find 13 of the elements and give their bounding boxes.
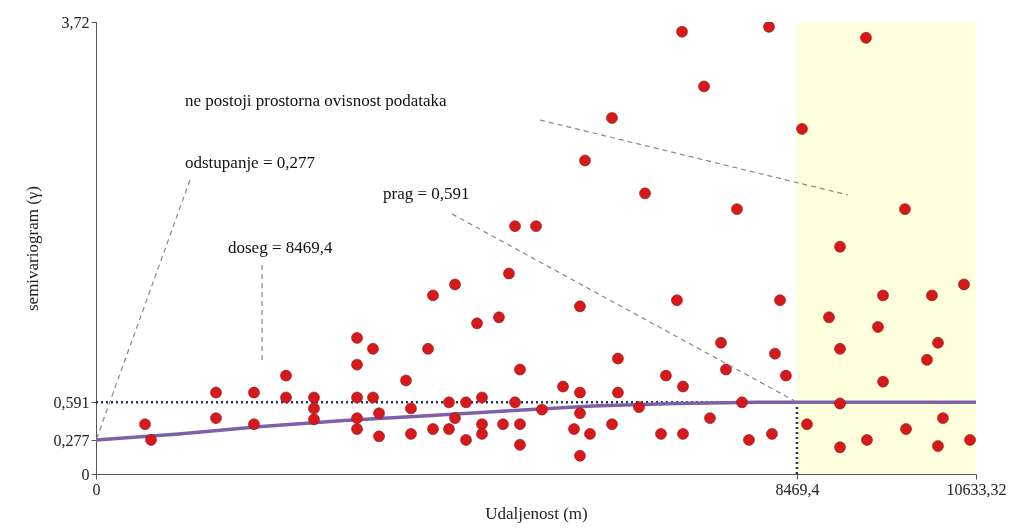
- x-tick-label: 8469,4: [775, 480, 820, 498]
- annotation: ne postoji prostorna ovisnost podataka: [185, 91, 448, 110]
- y-tick-label: 3,72: [61, 13, 90, 31]
- x-axis-title: Udaljenost (m): [485, 503, 588, 523]
- y-tick-label: 0,277: [53, 431, 90, 449]
- x-tick-label: 0: [92, 480, 101, 498]
- y-tick-label: 0,591: [53, 393, 90, 411]
- annotation: prag = 0,591: [383, 184, 470, 203]
- x-tick-label: 10633,32: [946, 480, 1007, 498]
- annotation: odstupanje = 0,277: [185, 153, 316, 172]
- y-tick-label: 0: [81, 465, 90, 483]
- annotation: doseg = 8469,4: [228, 238, 333, 257]
- y-axis-title: semivariogram (γ): [22, 185, 42, 312]
